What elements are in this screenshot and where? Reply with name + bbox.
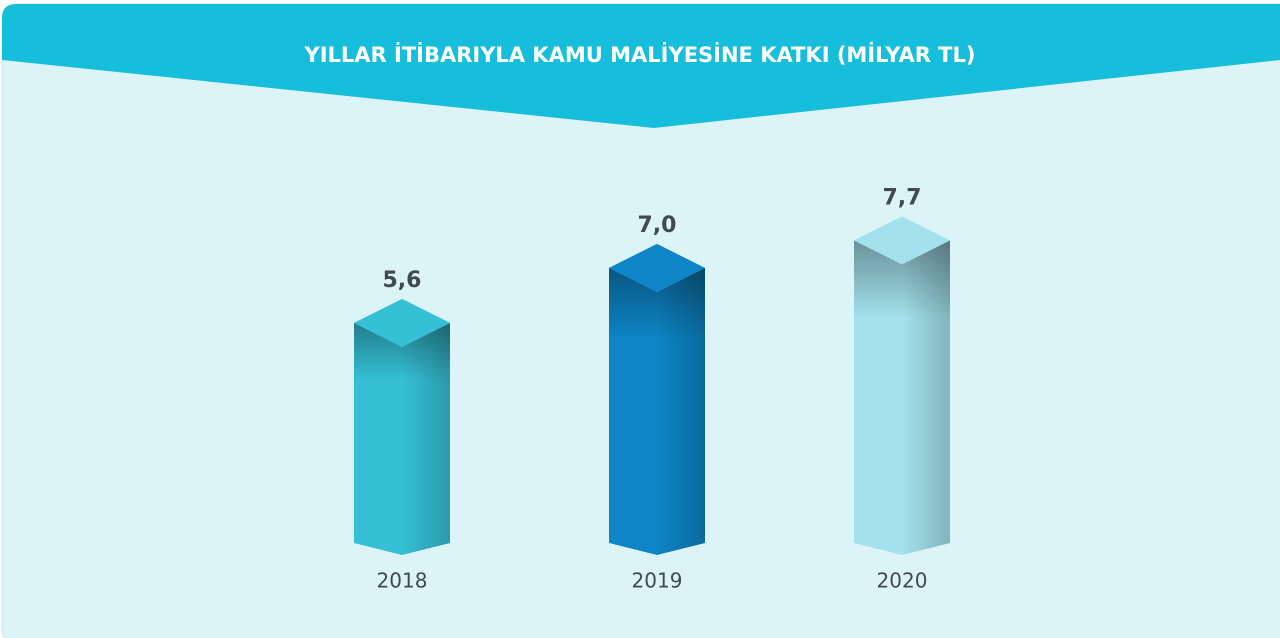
x-tick-label: 2018	[377, 569, 428, 593]
bar-side	[609, 267, 705, 555]
x-tick-label: 2020	[877, 569, 928, 593]
bar-top	[609, 243, 705, 292]
bar-side	[354, 322, 450, 555]
bar-top	[854, 216, 950, 265]
value-label: 7,0	[638, 213, 677, 238]
bar-top	[354, 298, 450, 347]
value-label: 7,7	[883, 185, 922, 210]
value-label: 5,6	[383, 268, 422, 293]
bar-side	[854, 240, 950, 555]
chart-title: YILLAR İTİBARIYLA KAMU MALİYESİNE KATKI …	[304, 42, 976, 67]
header-banner	[2, 4, 1280, 128]
x-tick-label: 2019	[632, 569, 683, 593]
